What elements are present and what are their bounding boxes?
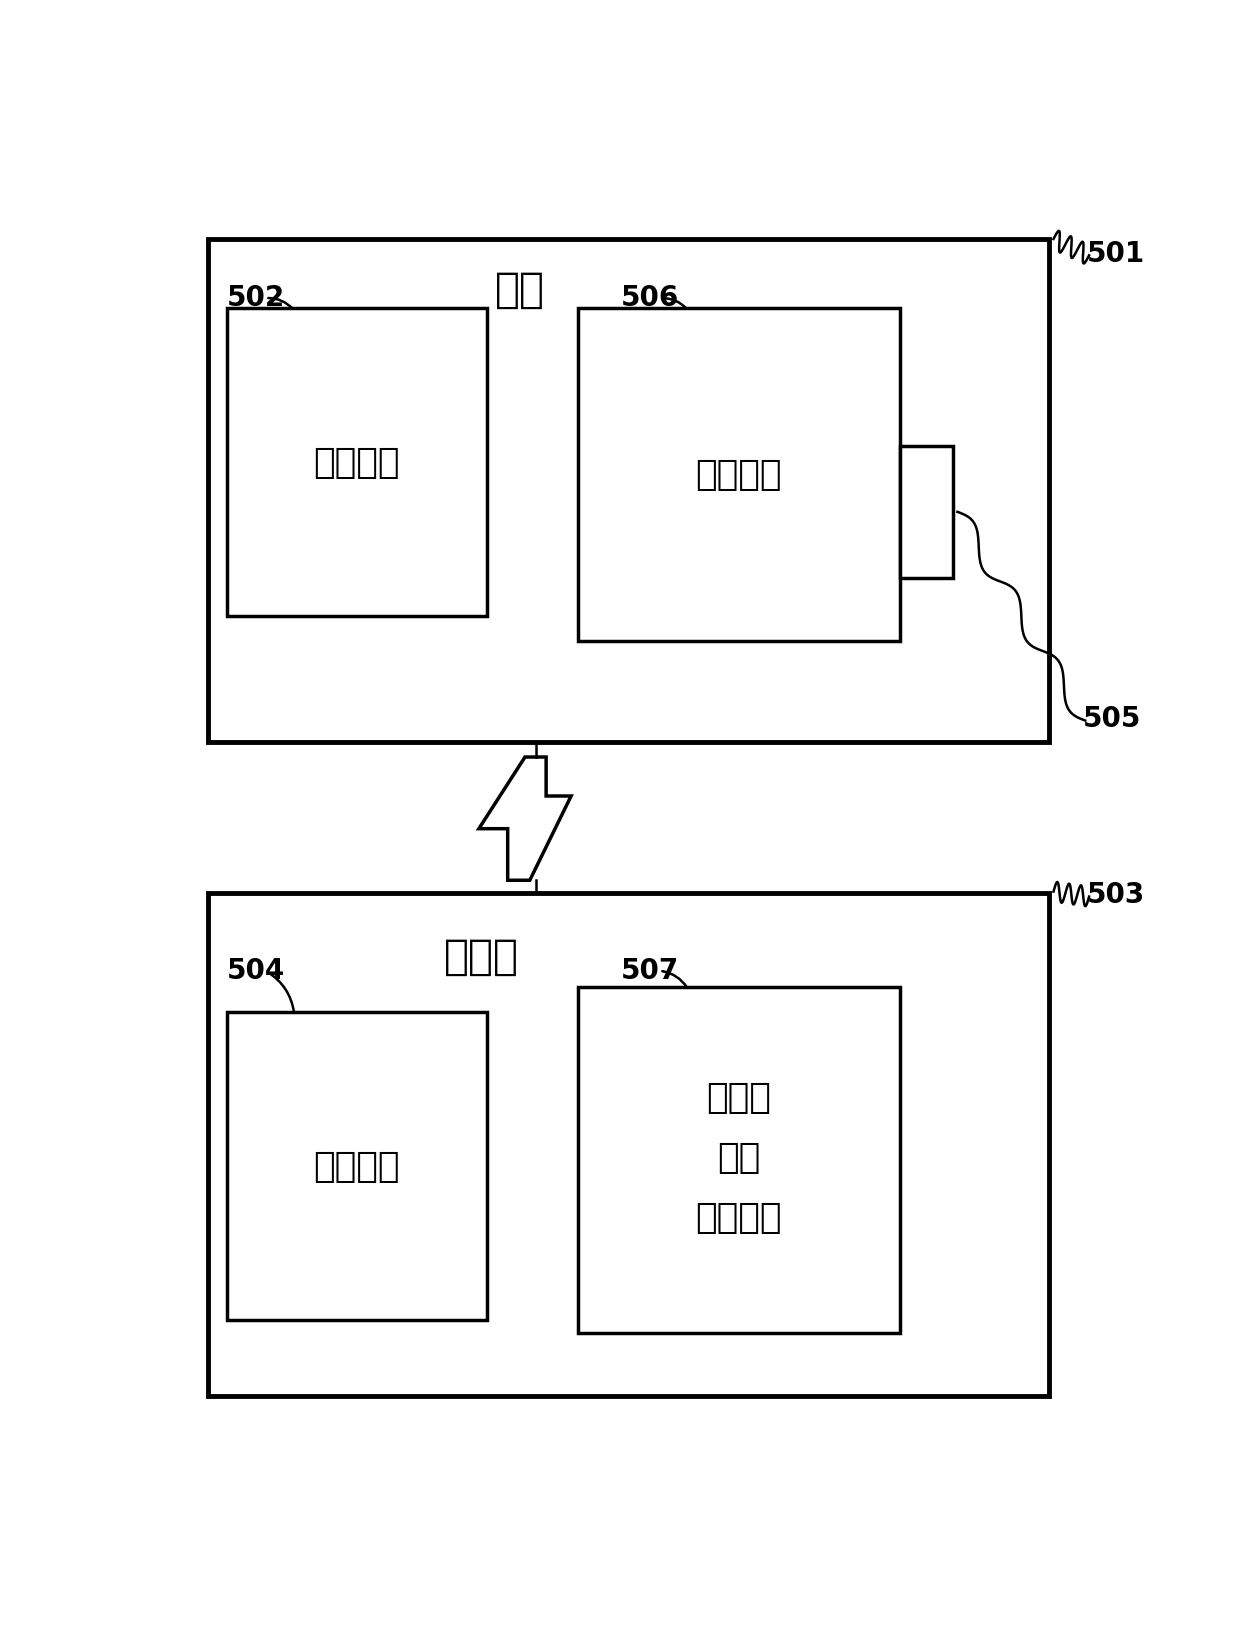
Text: 自动: 自动 <box>717 1141 760 1173</box>
Text: 505: 505 <box>1083 705 1141 733</box>
Bar <box>578 308 900 641</box>
Text: 基站: 基站 <box>495 269 546 312</box>
Text: 连接模块: 连接模块 <box>314 1149 401 1183</box>
Bar <box>900 447 952 579</box>
Text: 504: 504 <box>227 956 285 984</box>
Bar <box>208 240 1049 743</box>
Text: 503: 503 <box>1087 881 1146 909</box>
Text: 启动装置: 启动装置 <box>696 459 781 491</box>
Text: 用户站: 用户站 <box>706 1080 771 1115</box>
Bar <box>208 893 1049 1395</box>
Text: 用户站: 用户站 <box>444 935 520 978</box>
Text: 502: 502 <box>227 284 285 312</box>
Text: 506: 506 <box>621 284 680 312</box>
Bar <box>227 1012 486 1320</box>
Text: 启动装置: 启动装置 <box>696 1201 781 1234</box>
Bar <box>227 308 486 617</box>
Text: 定义模块: 定义模块 <box>314 446 401 480</box>
Bar <box>578 987 900 1333</box>
Text: 501: 501 <box>1087 240 1146 268</box>
Text: 507: 507 <box>621 956 680 984</box>
